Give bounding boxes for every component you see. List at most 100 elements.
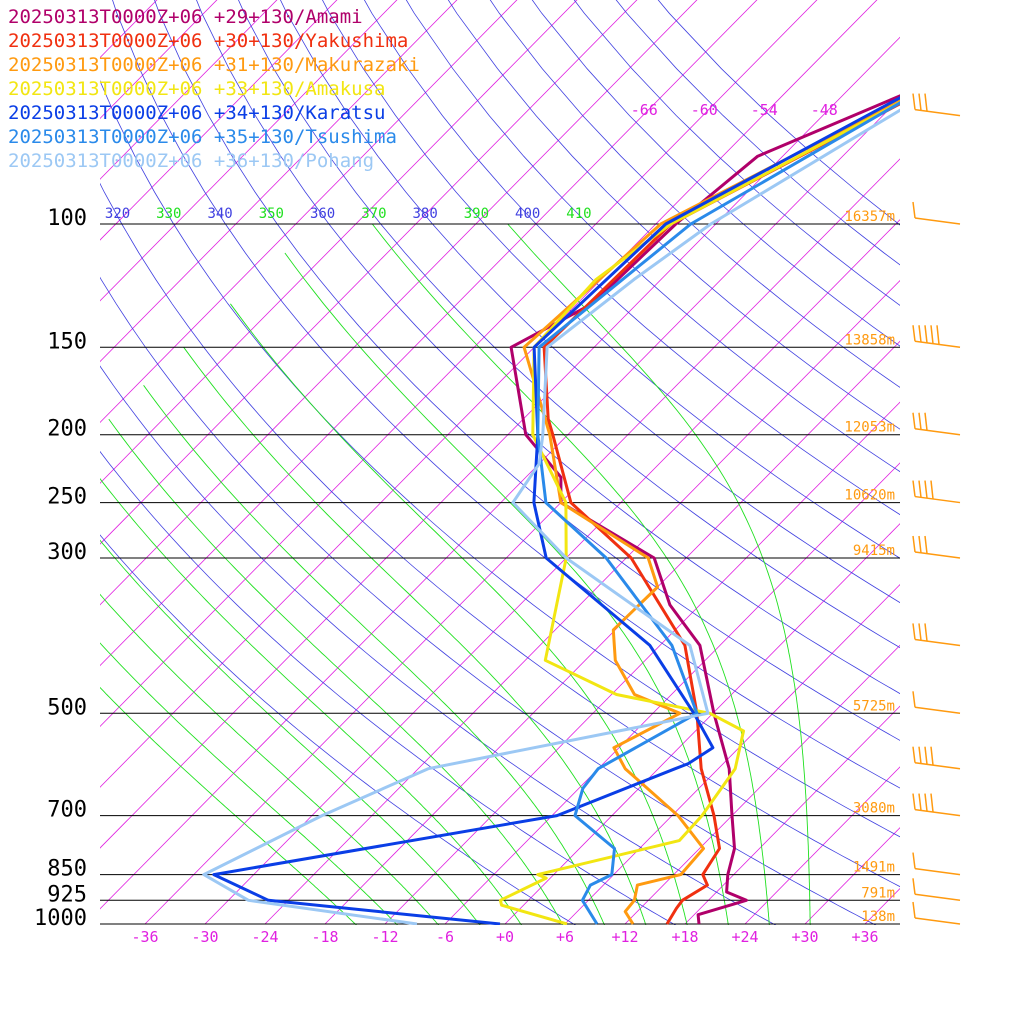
wind-barb-flag [918,746,922,764]
wind-barb-shaft [914,495,961,504]
isotherm-label: -54 [751,101,778,119]
dry-adiabat-line [100,182,900,888]
isotherm-label: -48 [811,101,838,119]
wind-barb [912,691,961,715]
dry-adiabat-line [489,0,900,388]
pressure-label: 850 [47,857,87,882]
adiabat-label: 410 [566,206,591,222]
pressure-label: 500 [47,695,87,720]
pressure-label: 150 [47,329,87,354]
height-label: 791m [861,885,895,901]
wind-barb [912,412,961,436]
legend-entry: 20250313T0000Z+06 +35+130/Tsushima [8,126,397,148]
wind-barb-flag [930,480,934,500]
sounding-line [202,108,900,925]
pressure-label: 250 [47,485,87,510]
wind-barb-flag [924,746,928,765]
wind-barb [912,480,961,504]
wind-barb-flag [912,535,916,553]
dry-adiabat-line [405,0,900,473]
dry-adiabat-line [100,79,900,838]
wind-barb-flag [912,691,916,708]
temperature-tick-label: +30 [791,928,818,946]
wind-barb-flag [918,623,922,641]
dry-adiabat-line [196,0,900,695]
isotherm-line [100,0,518,423]
legend-entry: 20250313T0000Z+06 +31+130/Makurazaki [8,54,420,76]
wind-barb-shaft [914,867,961,876]
temperature-tick-label: +0 [496,928,514,946]
legend-entry: 20250313T0000Z+06 +33+130/Amakusa [8,78,386,100]
wind-barb-flag [930,746,934,766]
sounding-series [202,94,900,925]
pressure-label: 300 [47,540,87,565]
sounding-line [536,101,900,925]
wind-barb-flag [930,325,934,344]
wind-barb-flag [912,93,916,110]
wind-barb [912,623,961,647]
wind-barb-shaft [914,217,961,225]
dry-adiabat-line [100,450,677,925]
dry-adiabat-line [154,0,900,741]
wind-barb-shaft [914,551,961,559]
isotherm-line [100,0,338,241]
height-label: 5725m [853,698,895,714]
isotherm-line [985,0,1024,924]
moist-adiabat-line [371,223,770,925]
wind-barb-flag [918,480,922,498]
height-label: 138m [861,909,895,925]
wind-barb [912,901,961,925]
isotherm-line [744,766,900,925]
temperature-tick-label: +24 [731,928,758,946]
wind-barb-flag [912,852,916,869]
temperature-tick-label: -18 [311,928,338,946]
isotherm-line [684,705,900,925]
wind-barb-flag [918,325,922,343]
moist-adiabat-line [143,385,605,925]
wind-barb [912,201,961,225]
dry-adiabat-line [238,0,900,649]
dry-adiabat-line [100,534,576,925]
wind-barb-shaft [914,340,961,349]
adiabat-label: 360 [310,206,335,222]
legend-entry: 20250313T0000Z+06 +36+130/Pohang [8,150,374,172]
dry-adiabat-line [363,0,900,516]
height-label: 9415m [853,543,895,559]
isotherm-label: -66 [631,101,658,119]
moist-adiabat-line [100,593,440,925]
wind-barb-flag [912,201,916,219]
height-label: 13858m [844,332,895,348]
wind-barb-flag [912,793,916,810]
temperature-tick-label: -6 [436,928,454,946]
moist-adiabat-line [284,252,729,925]
wind-barb-flag [924,412,928,431]
wind-barb-flag [912,878,916,895]
wind-barb-flag [912,325,916,342]
legend-entry: 20250313T0000Z+06 +30+130/Yakushima [8,30,408,52]
legend-entry: 20250313T0000Z+06 +29+130/Amami [8,6,363,28]
wind-barb-flag [936,325,940,345]
wind-barb-flag [918,535,922,553]
height-label: 16357m [844,209,895,225]
moist-adiabat-line [230,303,688,925]
isotherm-line [624,644,900,925]
wind-barb [912,535,961,559]
temperature-tick-label: +18 [671,928,698,946]
isotherm-line [504,523,900,925]
moist-adiabat-line [100,642,398,925]
legend-entry: 20250313T0000Z+06 +34+130/Karatsu [8,102,386,124]
wind-barb-flag [918,793,922,811]
temperature-tick-label: -36 [131,928,158,946]
temperature-tick-label: -12 [371,928,398,946]
sounding-line [509,94,900,925]
height-label: 3080m [853,801,895,817]
wind-barb-flag [918,412,922,430]
wind-barb-flag [912,412,916,429]
wind-barb [912,878,961,902]
isotherm-line [100,0,458,363]
temperature-tick-label: +6 [556,928,574,946]
wind-barb-flag [912,901,916,919]
adiabat-label: 320 [105,206,130,222]
dry-adiabat-line [531,0,900,347]
